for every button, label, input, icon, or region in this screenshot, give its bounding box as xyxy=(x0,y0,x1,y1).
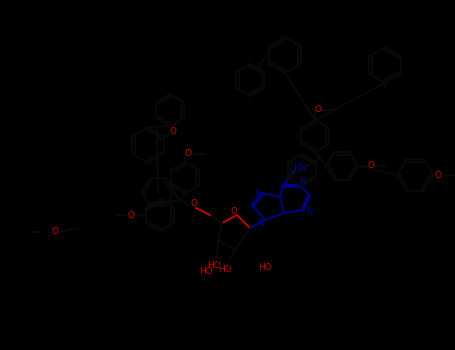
Text: O: O xyxy=(51,228,59,237)
Text: N: N xyxy=(257,218,263,228)
Text: HN: HN xyxy=(293,163,307,173)
Text: O: O xyxy=(314,105,322,113)
Text: ••: •• xyxy=(228,264,234,268)
Text: O: O xyxy=(368,161,374,170)
Text: O: O xyxy=(435,170,441,180)
Text: N: N xyxy=(254,189,260,198)
Text: ••: •• xyxy=(250,259,256,265)
Text: O: O xyxy=(127,210,135,219)
Text: HO: HO xyxy=(218,265,232,273)
Text: O: O xyxy=(170,127,177,136)
Text: HO: HO xyxy=(207,260,221,270)
Text: •: • xyxy=(218,264,222,270)
Text: HO: HO xyxy=(258,264,272,273)
Text: O: O xyxy=(191,198,197,208)
Text: O: O xyxy=(231,208,238,217)
Text: N: N xyxy=(299,176,305,186)
Text: O: O xyxy=(184,148,192,158)
Text: HO: HO xyxy=(199,267,213,276)
Text: •••: ••• xyxy=(216,259,226,264)
Text: N: N xyxy=(306,208,312,217)
